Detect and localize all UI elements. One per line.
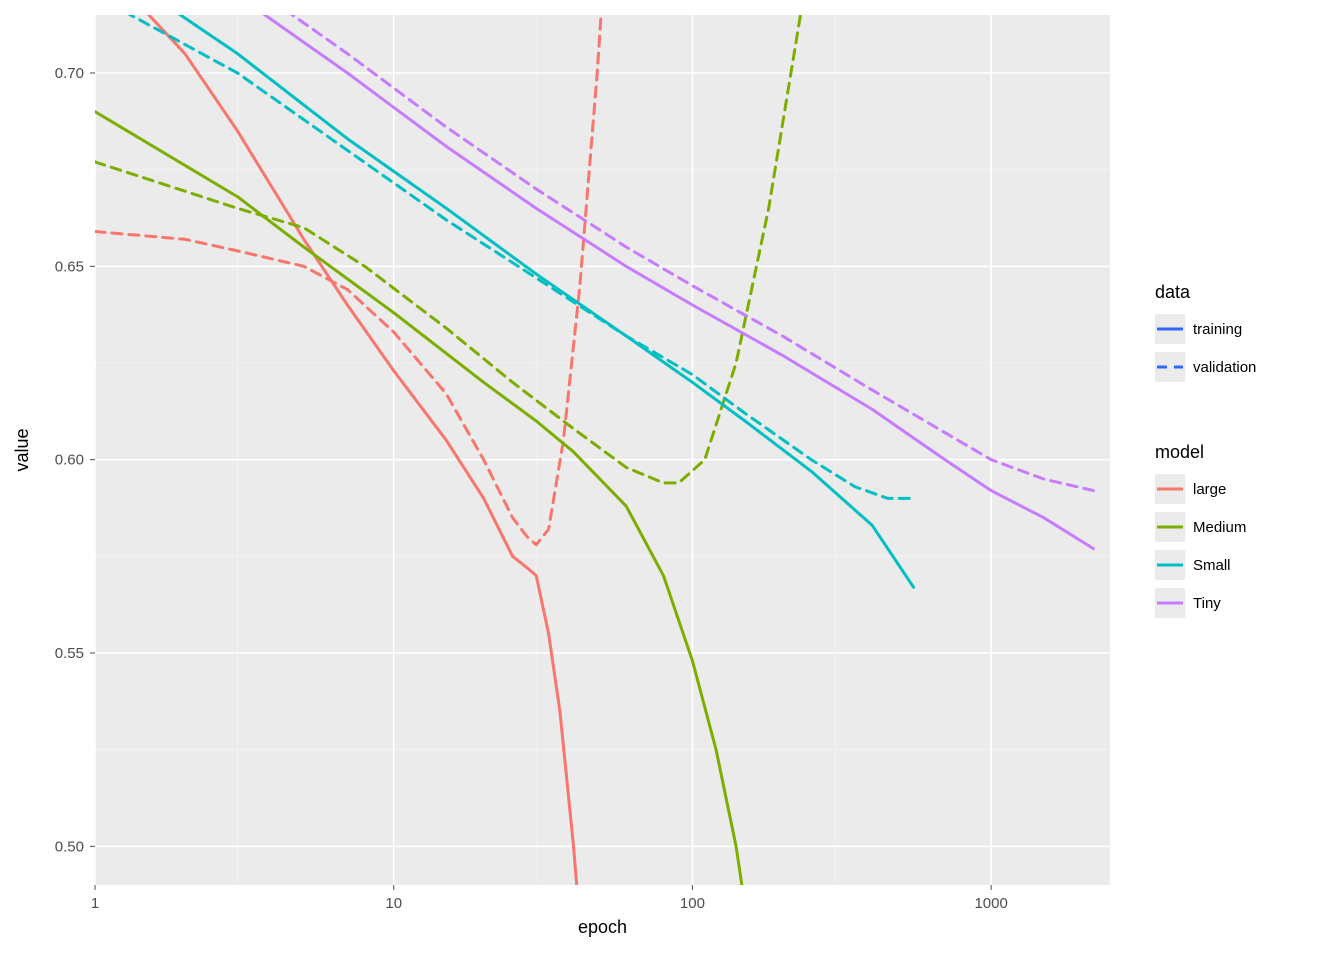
y-tick-label: 0.70: [55, 65, 84, 82]
legend-data-label: training: [1193, 321, 1242, 338]
y-axis-title: value: [12, 428, 32, 471]
x-tick-label: 1000: [974, 895, 1007, 912]
y-tick-label: 0.55: [55, 645, 84, 662]
line-chart: 1 10 100 1000 0.50 0.55 0.60 0.65 0.70 epoch value…: [0, 0, 1344, 960]
x-axis-title: epoch: [578, 917, 627, 937]
legend-model-label: large: [1193, 481, 1226, 498]
legend-model-label: Small: [1193, 557, 1231, 574]
y-tick-label: 0.50: [55, 838, 84, 855]
legend-model-label: Medium: [1193, 519, 1246, 536]
chart-container: 1 10 100 1000 0.50 0.55 0.60 0.65 0.70 epoch value…: [0, 0, 1344, 960]
y-tick-label: 0.60: [55, 452, 84, 469]
x-tick-label: 1: [91, 895, 99, 912]
legend-model-label: Tiny: [1193, 595, 1221, 612]
legend-data-title: data: [1155, 282, 1191, 302]
legend-model-title: model: [1155, 442, 1204, 462]
legend-data-label: validation: [1193, 359, 1256, 376]
y-tick-label: 0.65: [55, 258, 84, 275]
x-tick-label: 100: [680, 895, 705, 912]
x-tick-label: 10: [385, 895, 402, 912]
